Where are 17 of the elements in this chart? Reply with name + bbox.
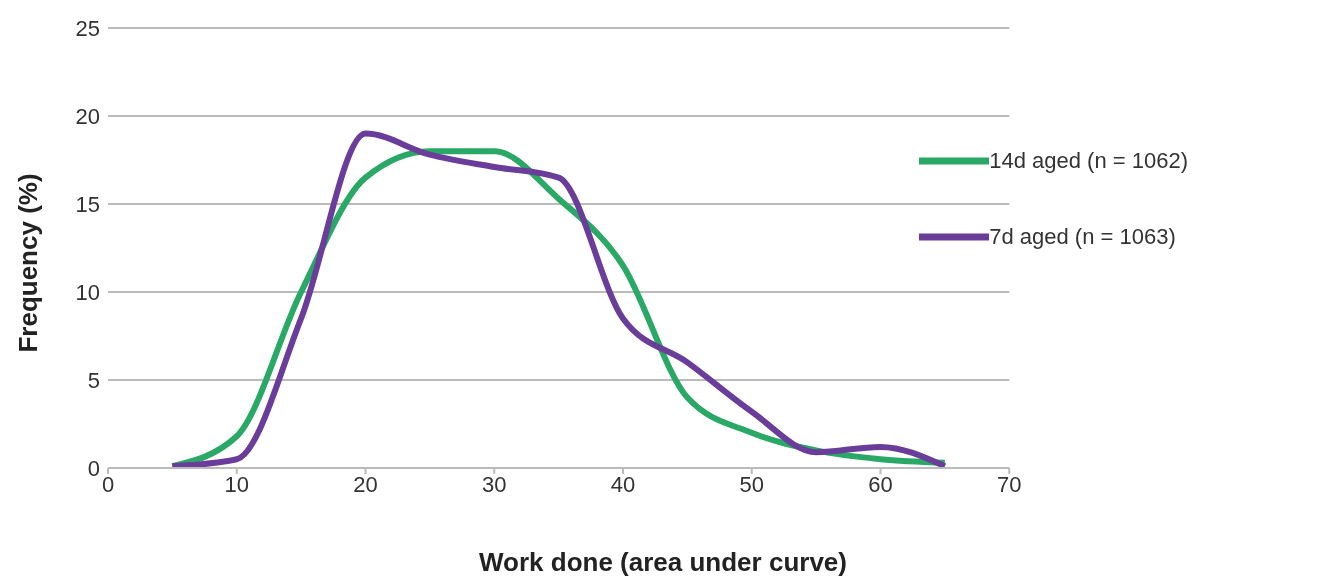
x-tick-label: 30 [481, 471, 507, 497]
legend-label: 14d aged (n = 1062) [989, 148, 1188, 174]
y-tick-label: 0 [87, 455, 100, 481]
x-axis-title: Work done (area under curve) [478, 547, 848, 578]
x-tick-label: 40 [610, 471, 636, 497]
y-tick-label: 10 [75, 279, 100, 305]
y-axis-title: Frequency (%) [12, 173, 44, 353]
x-tick-label: 50 [739, 471, 764, 497]
x-tick-label: 60 [868, 471, 893, 497]
x-tick-label: 10 [224, 471, 249, 497]
y-tick-label: 20 [75, 103, 100, 129]
y-tick-label: 15 [75, 191, 100, 217]
legend-label: 7d aged (n = 1063) [989, 224, 1176, 250]
y-tick-label: 25 [75, 15, 100, 41]
x-tick-label: 20 [353, 471, 378, 497]
x-tick-label: 70 [996, 471, 1022, 497]
y-tick-label: 5 [87, 367, 100, 393]
